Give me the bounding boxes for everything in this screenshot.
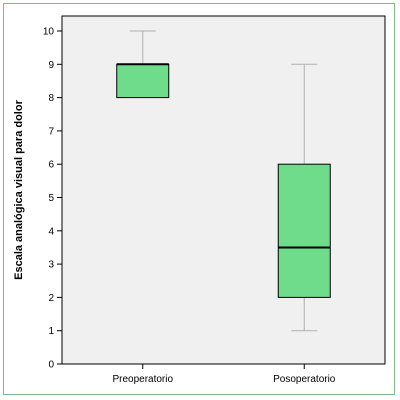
plot-area	[61, 15, 386, 365]
y-axis-title: Escala analógica visual para dolor	[13, 99, 25, 279]
x-tick-label: Preoperatorio	[112, 374, 173, 385]
y-tick-label: 4	[48, 226, 54, 237]
y-axis: 0 1 2 3 4 5 6 7 8 9 10	[43, 27, 62, 371]
y-tick-label: 9	[48, 60, 54, 71]
y-tick-label: 8	[48, 93, 54, 104]
box-preoperatorio	[116, 30, 170, 99]
y-tick-label: 5	[48, 193, 54, 204]
boxes	[116, 30, 331, 332]
y-tick-label: 0	[48, 360, 54, 371]
y-tick-label: 1	[48, 326, 54, 337]
y-tick-label: 10	[43, 27, 55, 38]
y-tick-label: 6	[48, 160, 54, 171]
box-iqr	[277, 163, 331, 298]
y-tick-label: 3	[48, 260, 54, 271]
box-iqr	[116, 63, 170, 99]
y-tick-label: 7	[48, 126, 54, 137]
box-posoperatorio	[277, 63, 331, 332]
x-tick-label: Posoperatorio	[273, 374, 336, 385]
y-tick-label: 2	[48, 293, 54, 304]
x-axis: Preoperatorio Posoperatorio	[112, 364, 336, 385]
